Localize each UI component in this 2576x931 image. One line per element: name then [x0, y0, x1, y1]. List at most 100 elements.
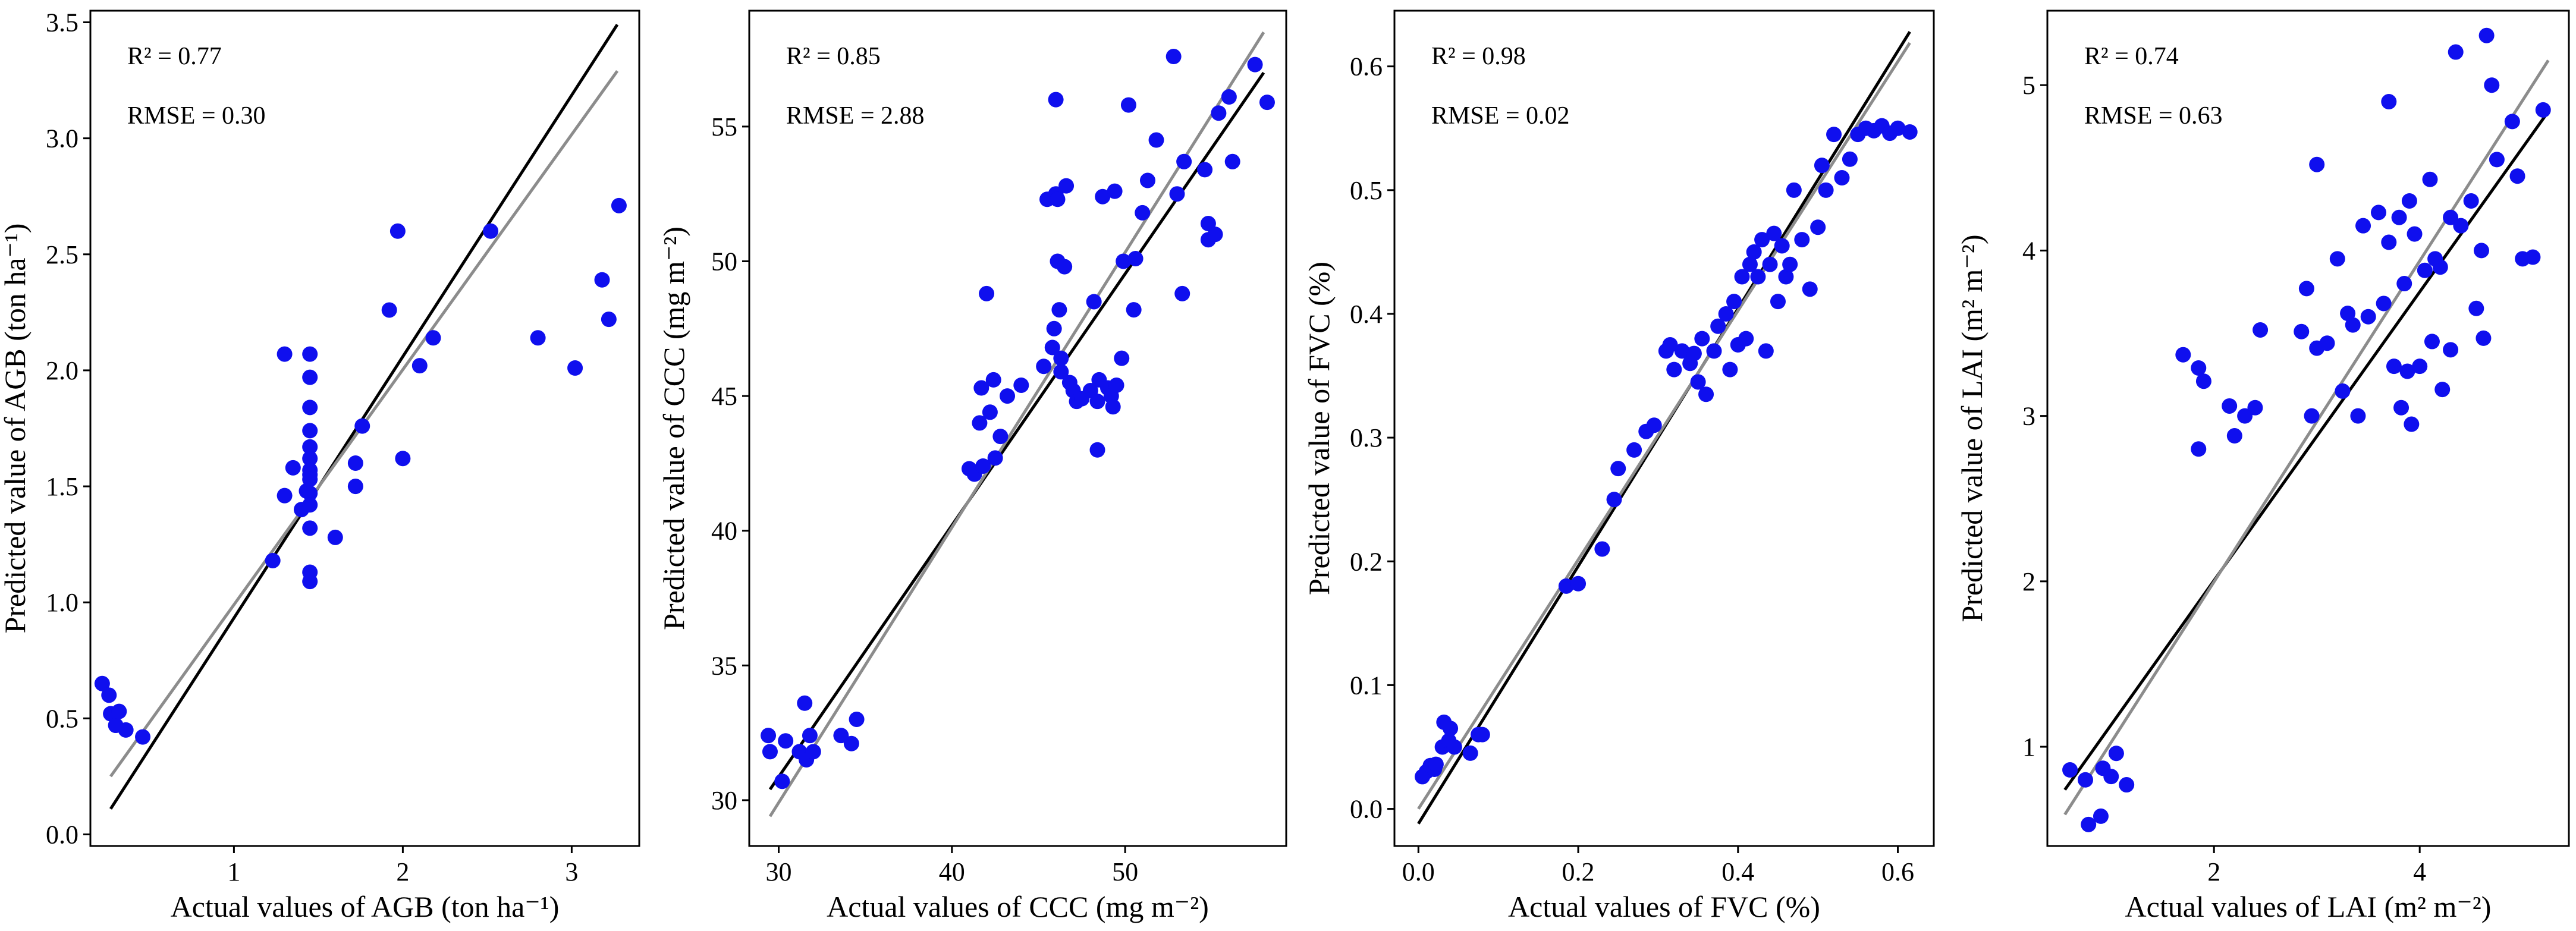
fvc-point — [1738, 331, 1754, 347]
fvc-point — [1834, 170, 1850, 185]
fvc-point — [1594, 541, 1610, 557]
ccc-point — [843, 735, 859, 751]
lai-point — [2424, 334, 2440, 350]
lai-point — [2222, 398, 2238, 414]
lai-point — [2370, 205, 2386, 221]
lai-point — [2355, 218, 2371, 234]
fvc-point — [1710, 318, 1726, 334]
fvc-point — [1766, 225, 1782, 241]
fvc-point — [1706, 343, 1722, 359]
lai-point — [2191, 360, 2207, 376]
fvc-point — [1726, 294, 1742, 310]
fvc-point — [1754, 232, 1770, 248]
lai-one-to-one-line — [2063, 111, 2550, 791]
agb-point — [611, 197, 627, 213]
lai-point — [2386, 358, 2402, 375]
ccc-point — [1089, 394, 1105, 410]
ccc-point — [1000, 388, 1016, 404]
fvc-point — [1802, 281, 1818, 297]
agb-y-tick-label: 3.5 — [46, 8, 78, 37]
fvc-point — [1718, 306, 1734, 322]
agb-x-axis-label: Actual values of AGB (ton ha⁻¹) — [171, 890, 560, 923]
lai-point — [2489, 152, 2505, 168]
agb-x-tick-label: 3 — [565, 857, 578, 886]
fvc-point — [1666, 361, 1682, 378]
lai-point — [2309, 156, 2325, 172]
ccc-x-tick-label: 40 — [939, 857, 965, 886]
agb-point — [118, 722, 134, 738]
ccc-point — [1221, 89, 1237, 105]
ccc-point — [833, 728, 849, 744]
ccc-y-tick-label: 30 — [711, 786, 737, 815]
fvc-y-tick-label: 0.4 — [1350, 300, 1383, 329]
panel-lai: 2 4 1 2 3 4 5 R² = 0.74 RMSE = 0.63 Actual values… — [1955, 10, 2570, 923]
ccc-point — [805, 744, 821, 760]
ccc-point — [1048, 92, 1064, 108]
lai-point — [2319, 335, 2335, 351]
ccc-point — [1044, 339, 1060, 356]
ccc-point — [1051, 302, 1067, 318]
ccc-point — [1135, 205, 1151, 221]
lai-point — [2463, 193, 2479, 209]
ccc-point — [1116, 253, 1132, 269]
agb-point — [285, 460, 301, 476]
agb-axes-frame — [89, 10, 640, 847]
ccc-point — [975, 458, 991, 474]
ccc-point — [1058, 178, 1075, 194]
lai-point — [2434, 382, 2451, 398]
fvc-point — [1558, 578, 1574, 594]
agb-point — [302, 497, 318, 513]
ccc-point — [1120, 97, 1136, 113]
agb-point — [425, 330, 441, 346]
ccc-point — [1197, 162, 1213, 178]
lai-point — [2078, 772, 2094, 788]
fvc-y-tick-label: 0.6 — [1350, 52, 1383, 81]
ccc-point — [778, 733, 794, 749]
lai-point — [2195, 373, 2211, 389]
lai-point — [2453, 218, 2469, 234]
lai-point — [2473, 243, 2489, 259]
lai-point — [2350, 408, 2366, 424]
lai-point — [2381, 234, 2397, 250]
ccc-point — [1224, 153, 1240, 169]
lai-point — [2335, 383, 2351, 399]
agb-point — [302, 346, 318, 362]
lai-point — [2253, 322, 2269, 338]
agb-point — [601, 312, 617, 328]
lai-point — [2093, 808, 2109, 824]
lai-point — [2298, 281, 2314, 297]
agb-point — [530, 330, 546, 346]
fvc-point — [1462, 745, 1478, 761]
ccc-point — [761, 728, 777, 744]
panel-fvc: 0.0 0.2 0.4 0.6 0.0 0.1 0.2 0.3 0.4 0.5 0.6 R² = 0.… — [1302, 10, 1935, 923]
lai-point — [2404, 416, 2420, 432]
ccc-one-to-one-line — [768, 71, 1265, 791]
lai-point — [2484, 77, 2500, 93]
fvc-point — [1762, 256, 1778, 272]
ccc-point — [972, 415, 988, 431]
fvc-point — [1646, 417, 1662, 433]
agb-point — [327, 529, 343, 545]
ccc-rmse-label: RMSE = 2.88 — [786, 102, 925, 130]
agb-y-axis-label: Predicted value of AGB (ton ha⁻¹) — [0, 224, 32, 634]
fvc-point — [1722, 361, 1738, 378]
fvc-point — [1778, 269, 1794, 285]
ccc-point — [1053, 364, 1069, 380]
fvc-point — [1818, 182, 1834, 198]
lai-point — [2393, 400, 2409, 416]
lai-point — [2376, 295, 2392, 312]
fvc-point — [1626, 442, 1642, 458]
ccc-x-axis-label: Actual values of CCC (mg m⁻²) — [827, 890, 1209, 923]
lai-point — [2525, 249, 2541, 265]
agb-point — [302, 439, 318, 455]
lai-point — [2478, 27, 2495, 43]
lai-y-axis-label: Predicted value of LAI (m² m⁻²) — [1955, 234, 1988, 622]
agb-point — [354, 418, 370, 434]
lai-point — [2476, 330, 2492, 346]
fvc-point — [1690, 374, 1706, 390]
agb-point — [302, 574, 318, 590]
lai-y-tick-label: 5 — [2022, 71, 2035, 100]
agb-point — [277, 346, 293, 362]
lai-point — [2237, 408, 2253, 424]
agb-point — [483, 223, 499, 239]
